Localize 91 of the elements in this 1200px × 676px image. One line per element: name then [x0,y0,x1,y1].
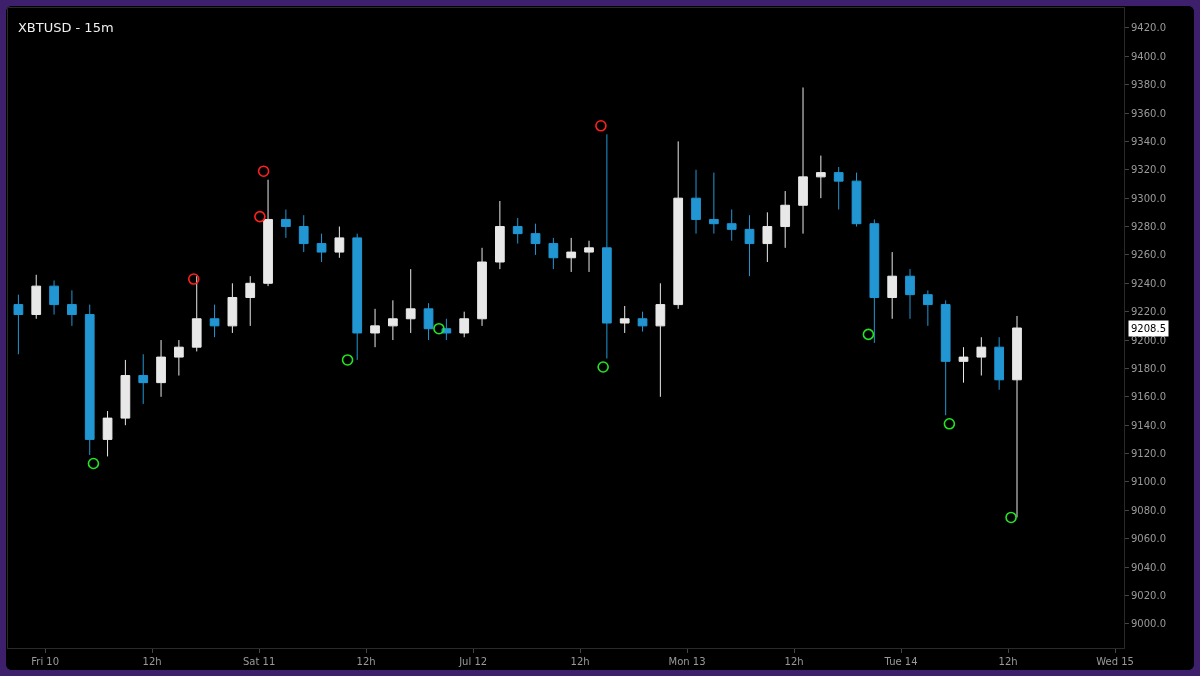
candlestick [584,240,594,273]
candlestick [120,359,131,426]
y-tick-label: 9040.0 [1131,561,1166,573]
y-tick-label: 9060.0 [1131,533,1166,545]
candlestick [405,268,416,334]
candlestick [263,179,273,287]
x-tick-label: 12h [356,656,376,667]
candlestick [815,155,826,199]
candlestick [530,223,541,256]
y-tick-label: 9140.0 [1131,419,1166,431]
candlestick [887,251,898,320]
candlestick [798,86,808,235]
candlestick [637,311,648,333]
candlestick [67,289,77,327]
y-tick-label: 9180.0 [1131,362,1166,374]
candlestick [994,336,1005,391]
candlestick [334,226,345,259]
candlestick [780,190,791,249]
x-tick-label: 12h [570,656,590,667]
candlestick [958,346,969,384]
y-tick-label: 9220.0 [1131,306,1166,318]
candlestick [459,311,470,338]
candlestick [423,302,434,341]
candlestick [940,299,951,416]
candlestick [548,237,559,270]
x-tick-label: Wed 15 [1096,656,1134,667]
y-tick-label: 9320.0 [1131,164,1166,176]
candlestick [227,282,238,334]
candlestick [762,211,773,263]
x-tick-label: Mon 13 [668,656,706,667]
candlestick [833,166,844,211]
y-tick-label: 9340.0 [1131,135,1166,147]
x-tick-label: Jul 12 [458,656,488,667]
y-tick-label: 9420.0 [1131,22,1166,34]
y-tick-label: 9200.0 [1131,334,1166,346]
x-tick-label: Fri 10 [31,656,60,667]
candlestick [245,275,256,327]
candlestick [708,172,719,235]
y-tick-label: 9020.0 [1131,589,1166,601]
candlestick [869,218,880,344]
candlestick [602,133,612,360]
y-tick-label: 9380.0 [1131,79,1166,91]
x-tick-label: 12h [142,656,162,667]
text: XBTUSD - 15m [17,19,114,35]
candlestick [49,279,59,316]
candlestick [495,200,505,270]
candlestick [619,305,630,334]
candlestick [388,299,398,341]
y-tick-label: 9280.0 [1131,221,1166,233]
x-tick-label: 12h [998,656,1018,667]
y-tick-label: 9000.0 [1131,618,1166,630]
y-tick-label: 9240.0 [1131,277,1166,289]
candlestick [209,304,220,338]
y-tick-label: 9400.0 [1131,50,1166,62]
candlestick [1012,315,1022,518]
candlestick [298,214,309,253]
x-tick-label: Tue 14 [883,656,918,667]
candlestick [316,233,327,263]
candlestick [655,282,666,398]
candlestick [13,294,24,355]
candlestick [191,275,202,352]
y-tick-label: 9120.0 [1131,448,1166,460]
candlestick [512,217,523,245]
y-tick-label: 9260.0 [1131,249,1166,261]
x-tick-label: Sat 11 [242,656,276,667]
text: 9208.5 [1131,323,1166,334]
candlestick [922,289,933,327]
candlestick [477,247,487,327]
candlestick [352,233,363,361]
candlestick [102,410,113,457]
candlestick [851,172,862,228]
candlestick [138,353,149,405]
y-tick-label: 9080.0 [1131,504,1166,516]
candlestick [726,209,737,242]
y-tick-label: 9160.0 [1131,391,1166,403]
y-tick-label: 9360.0 [1131,107,1166,119]
candlestick [905,268,915,320]
y-tick-label: 9300.0 [1131,192,1166,204]
candlestick [691,169,701,235]
candlestick [566,237,577,273]
x-tick-label: 12h [784,656,804,667]
candlestick [673,140,684,310]
candlestick [281,209,291,239]
candlestick [31,274,42,320]
y-tick-label: 9100.0 [1131,476,1166,488]
candlestick [370,308,380,348]
candlestick [84,304,95,456]
candlestick [156,339,166,398]
candlestick [976,336,987,377]
candlestick [744,214,755,277]
candlestick [174,339,184,377]
